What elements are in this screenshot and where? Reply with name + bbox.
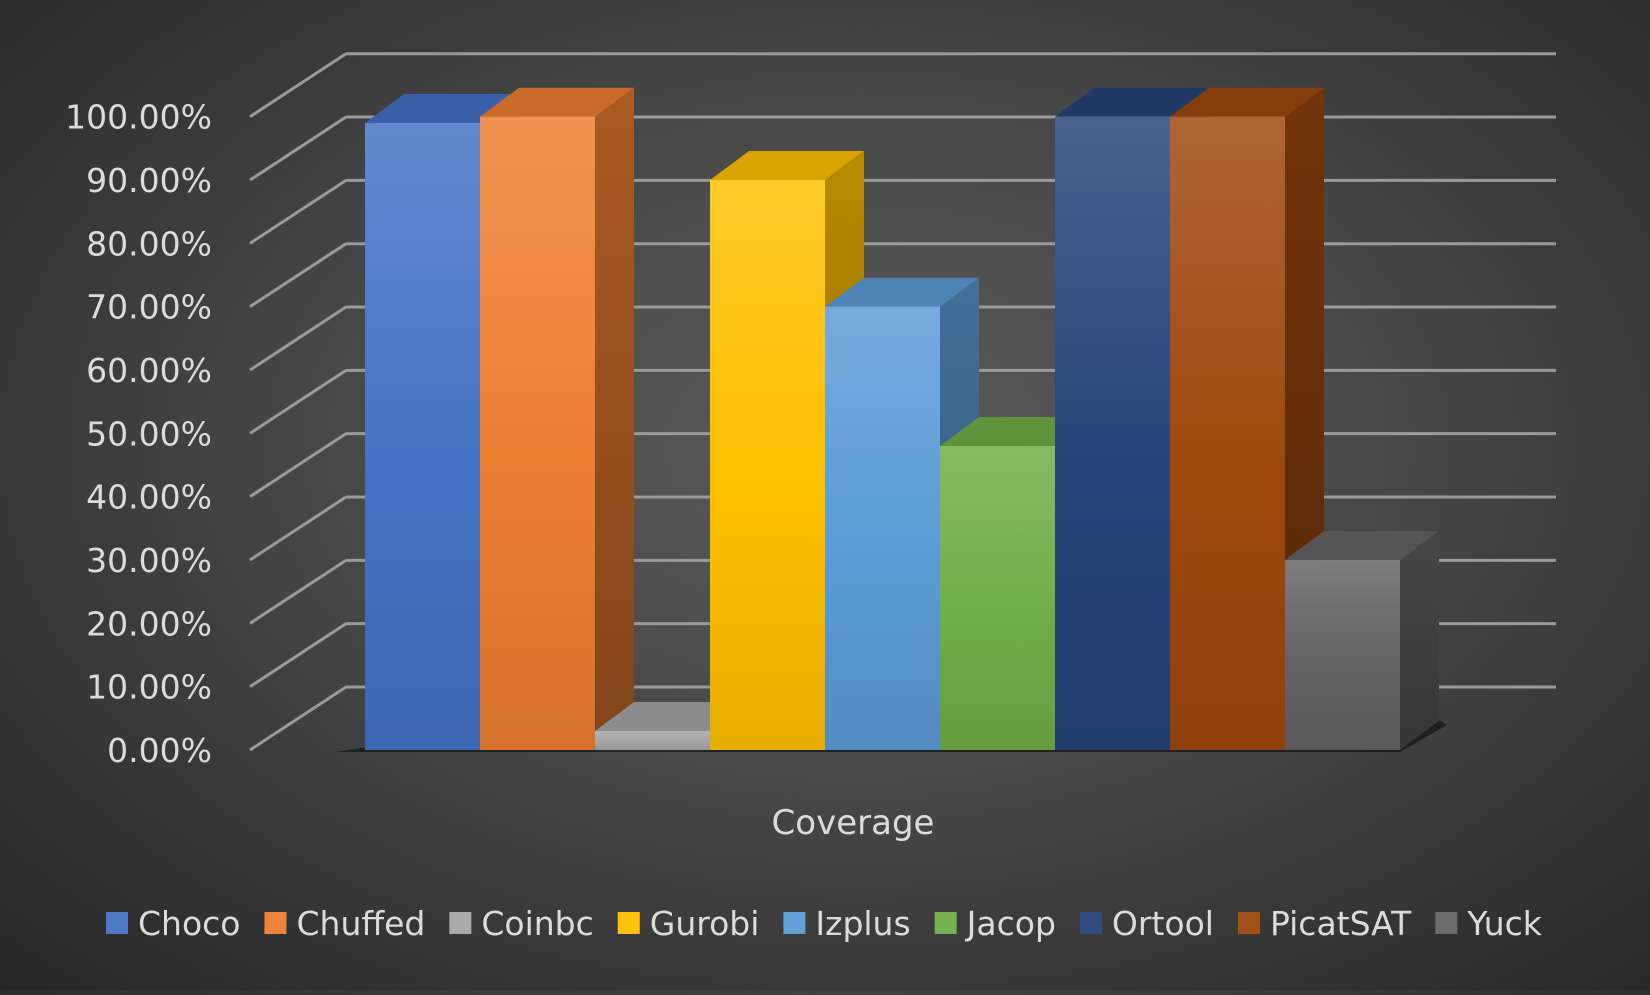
legend-swatch: [1237, 912, 1260, 934]
legend-label: Izplus: [815, 904, 910, 943]
legend-swatch: [1435, 912, 1458, 934]
gridline-side: [249, 432, 347, 498]
legend-label: Gurobi: [650, 904, 760, 943]
legend-label: Choco: [138, 904, 240, 943]
bar-front-face: [1285, 560, 1400, 750]
gridline-side: [249, 495, 347, 562]
legend-label: Coinbc: [481, 904, 593, 943]
legend-label: Ortool: [1112, 904, 1214, 943]
bar-top-face: [1170, 87, 1324, 117]
y-tick-label: 60.00%: [86, 351, 212, 390]
legend-item-gurobi: Gurobi: [617, 904, 760, 943]
y-tick-label: 80.00%: [86, 224, 212, 263]
x-axis-category-label: Coverage: [772, 803, 935, 843]
bar-front-face: [710, 180, 825, 750]
bar-front-face: [1170, 116, 1285, 750]
legend: Choco Chuffed Coinbc Gurobi Izplus Jacop Ortoo…: [106, 904, 1543, 943]
legend-label: Chuffed: [296, 904, 425, 943]
bar-picatsat: [1170, 87, 1324, 750]
legend-item-picatsat: PicatSAT: [1237, 904, 1412, 943]
y-tick-label: 20.00%: [86, 604, 212, 643]
bar-chuffed: [480, 87, 634, 750]
bar-series: [365, 87, 1439, 750]
gridline-side: [249, 115, 347, 182]
bar-top-face: [825, 277, 979, 307]
legend-swatch: [449, 912, 472, 934]
legend-label: Jacop: [965, 904, 1056, 943]
bar-front-face: [365, 123, 480, 750]
y-tick-label: 70.00%: [86, 288, 212, 327]
gridline-side: [249, 622, 347, 688]
bar-top-face: [710, 151, 864, 181]
legend-swatch: [617, 912, 640, 934]
gridline-side: [249, 305, 347, 372]
gridline-side: [249, 685, 347, 752]
legend-swatch: [934, 912, 957, 934]
x-axis: Coverage: [772, 803, 935, 843]
bar-top-face: [1285, 531, 1439, 561]
y-axis-tick-labels: 0.00% 10.00% 20.00% 30.00% 40.00% 50.00% 60.00…: [65, 98, 212, 770]
gridline-side: [249, 369, 347, 435]
bar-front-face: [825, 306, 940, 750]
y-tick-label: 100.00%: [65, 98, 212, 137]
legend-item-coinbc: Coinbc: [449, 904, 594, 943]
legend-swatch: [783, 912, 806, 934]
bar-top-face: [480, 87, 634, 117]
legend-item-jacop: Jacop: [934, 904, 1056, 943]
legend-item-chuffed: Chuffed: [264, 904, 425, 943]
bar-yuck: [1285, 531, 1439, 750]
legend-item-choco: Choco: [106, 904, 240, 943]
y-tick-label: 30.00%: [86, 541, 212, 580]
y-tick-label: 40.00%: [86, 478, 212, 517]
bar-front-face: [480, 116, 595, 750]
gridline-side: [249, 52, 347, 118]
bar-top-face: [365, 94, 519, 124]
y-tick-label: 50.00%: [86, 414, 212, 453]
gridline-side: [249, 242, 347, 308]
legend-swatch: [106, 912, 128, 934]
y-tick-label: 0.00%: [107, 731, 212, 770]
bar-side-face: [595, 87, 634, 750]
bar-front-face: [940, 446, 1055, 750]
bar-side-face: [1400, 531, 1439, 750]
legend-label: Yuck: [1466, 904, 1542, 943]
legend-item-yuck: Yuck: [1435, 904, 1543, 943]
bar-front-face: [595, 731, 710, 750]
gridline-side: [249, 179, 347, 245]
legend-item-ortool: Ortool: [1079, 904, 1214, 943]
y-tick-label: 90.00%: [86, 161, 212, 200]
bar-top-face: [1055, 87, 1209, 117]
legend-swatch: [1079, 912, 1102, 934]
y-tick-label: 10.00%: [86, 668, 212, 707]
legend-swatch: [264, 912, 287, 934]
bar-front-face: [1055, 116, 1170, 750]
legend-item-izplus: Izplus: [783, 904, 911, 943]
legend-label: PicatSAT: [1270, 904, 1412, 943]
gridline-side: [249, 559, 347, 625]
